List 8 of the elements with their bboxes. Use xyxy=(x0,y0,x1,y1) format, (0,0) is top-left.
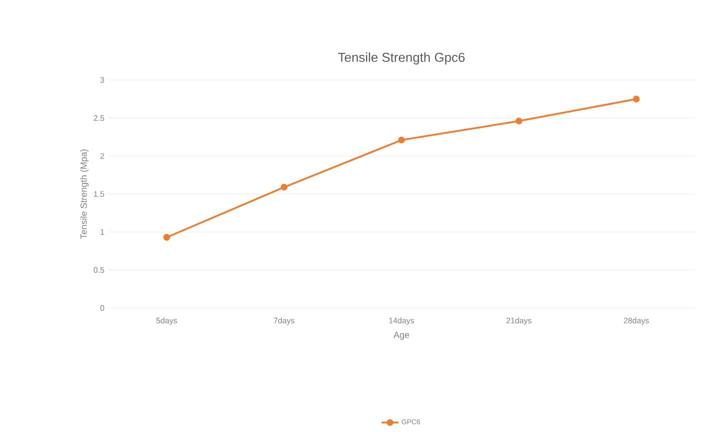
point xyxy=(632,96,640,102)
point xyxy=(398,136,405,144)
y-axis-title: Tensile Strength (Mpa) xyxy=(80,149,89,239)
chart-title: Tensile Strength Gpc6 xyxy=(338,52,465,64)
point xyxy=(516,118,522,124)
x-axis-title: Age xyxy=(394,332,410,340)
point xyxy=(163,234,170,241)
point xyxy=(280,184,288,191)
